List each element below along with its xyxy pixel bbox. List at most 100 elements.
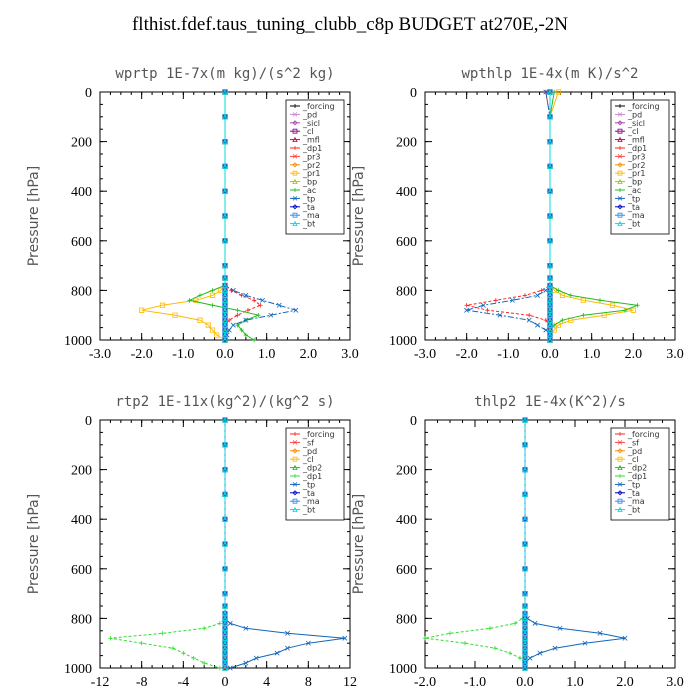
y-tick-label: 200 xyxy=(71,464,92,479)
legend-marker xyxy=(292,178,298,184)
series-line-tp xyxy=(524,420,626,668)
legend-label: _cl xyxy=(302,455,314,464)
series-point-bt xyxy=(547,237,553,244)
series-point-ac xyxy=(243,332,249,338)
series-point-pr1 xyxy=(555,89,561,95)
panel-title: wpthlp 1E-4x(m K)/s^2 xyxy=(461,66,638,82)
series-point-tp xyxy=(480,302,486,308)
series-point-tp xyxy=(230,322,236,328)
legend-marker xyxy=(617,212,623,218)
series-point-dp1 xyxy=(258,303,263,308)
series-point-bt xyxy=(222,262,228,269)
panel-4: thlp2 1E-4x(K^2)/s Pressure [hPa] -2.0 -1.0… xyxy=(351,394,684,690)
legend-marker xyxy=(617,162,623,168)
series-point-bt xyxy=(222,565,228,572)
legend-marker xyxy=(292,128,298,134)
legend-label: _pd xyxy=(627,110,642,119)
x-tick-label: 0.0 xyxy=(216,347,234,362)
legend-marker xyxy=(292,204,298,210)
legend-label: _dp2 xyxy=(627,464,647,473)
legend-marker xyxy=(617,136,623,142)
series-point-dp1 xyxy=(181,650,186,656)
series-point-tp xyxy=(532,620,538,626)
series-point-bt xyxy=(222,113,228,120)
series-point-dp1 xyxy=(526,313,532,318)
legend-label: _dp1 xyxy=(302,144,322,153)
series-point-ac xyxy=(210,288,215,293)
series-point-tp xyxy=(227,665,233,671)
series-point-tp xyxy=(274,650,280,656)
series-point-pr1 xyxy=(609,302,616,308)
series-point-dp1 xyxy=(493,298,499,303)
legend-label: _pd xyxy=(302,110,317,119)
series-point-bt xyxy=(522,590,528,597)
y-tick-label: 400 xyxy=(396,185,417,200)
legend: _forcing_sf_pd_cl_dp2_dp1_tp_ta_ma_bt xyxy=(610,427,670,521)
y-tick-label: 400 xyxy=(71,513,92,528)
series-point-bt xyxy=(222,212,228,219)
legend-marker xyxy=(293,104,297,108)
legend-marker xyxy=(617,120,623,126)
series-point-tp xyxy=(285,630,290,636)
series-point-tp xyxy=(268,312,274,318)
series-point-pr1 xyxy=(630,307,636,313)
series-point-tp xyxy=(293,307,299,313)
legend-marker xyxy=(292,506,298,512)
legend-label: _bp xyxy=(302,178,317,187)
series-line-dp1 xyxy=(110,420,226,669)
x-tick-label: -1.0 xyxy=(497,347,519,362)
y-tick-label: 1000 xyxy=(389,662,417,677)
series-point-dp1 xyxy=(235,313,240,318)
x-tick-label: -2.0 xyxy=(456,347,478,362)
legend-label: _forcing xyxy=(627,430,660,439)
series-point-pr1 xyxy=(214,332,220,338)
legend-marker xyxy=(293,146,297,150)
series-point-ac xyxy=(556,288,561,293)
series-point-bt xyxy=(222,88,228,95)
series-point-dp1 xyxy=(512,621,518,626)
series-point-bt xyxy=(222,416,228,423)
legend-label: _cl xyxy=(302,127,314,136)
legend-label: _bt xyxy=(627,220,640,229)
legend-marker xyxy=(293,474,297,478)
x-tick-label: -8 xyxy=(136,675,148,690)
series-point-tp xyxy=(582,640,588,646)
series-point-bt xyxy=(222,336,228,343)
series-point-bt xyxy=(547,113,553,120)
legend-label: _tp xyxy=(627,194,640,203)
series-point-bt xyxy=(522,565,528,572)
legend-label: _dp2 xyxy=(302,464,322,473)
series-point-dp1 xyxy=(462,641,468,646)
series-point-bt xyxy=(222,163,228,169)
series-point-bt xyxy=(522,466,528,473)
series-point-dp1 xyxy=(539,288,544,293)
x-tick-label: 8 xyxy=(305,675,312,690)
legend-label: _sf xyxy=(302,438,314,447)
legend-marker xyxy=(617,448,623,454)
series-line-tp xyxy=(224,92,296,341)
y-tick-label: 1000 xyxy=(64,334,92,349)
legend-marker xyxy=(617,196,623,201)
x-tick-label: 0 xyxy=(222,675,229,690)
y-tick-label: 600 xyxy=(71,235,92,250)
y-tick-label: 200 xyxy=(71,136,92,151)
y-axis-label: Pressure [hPa] xyxy=(351,166,367,266)
series-point-ac xyxy=(560,317,565,323)
series-point-tp xyxy=(552,645,558,651)
x-tick-label: -4 xyxy=(177,675,189,690)
legend-marker xyxy=(292,440,298,445)
series-point-dp1 xyxy=(492,645,498,651)
series-point-bt xyxy=(222,540,228,547)
series-point-ac xyxy=(622,308,628,313)
series-line-dp1 xyxy=(224,92,262,340)
legend-label: _tp xyxy=(627,480,640,489)
legend-label: _sicl xyxy=(302,119,320,128)
legend-marker xyxy=(617,204,623,210)
legend-marker xyxy=(292,162,298,168)
y-tick-label: 0 xyxy=(410,414,417,429)
legend-marker xyxy=(617,154,623,159)
series-point-ac xyxy=(251,337,257,343)
series-point-tp xyxy=(535,322,540,328)
legend-label: _ta xyxy=(627,489,640,498)
series-point-bt xyxy=(222,516,228,522)
